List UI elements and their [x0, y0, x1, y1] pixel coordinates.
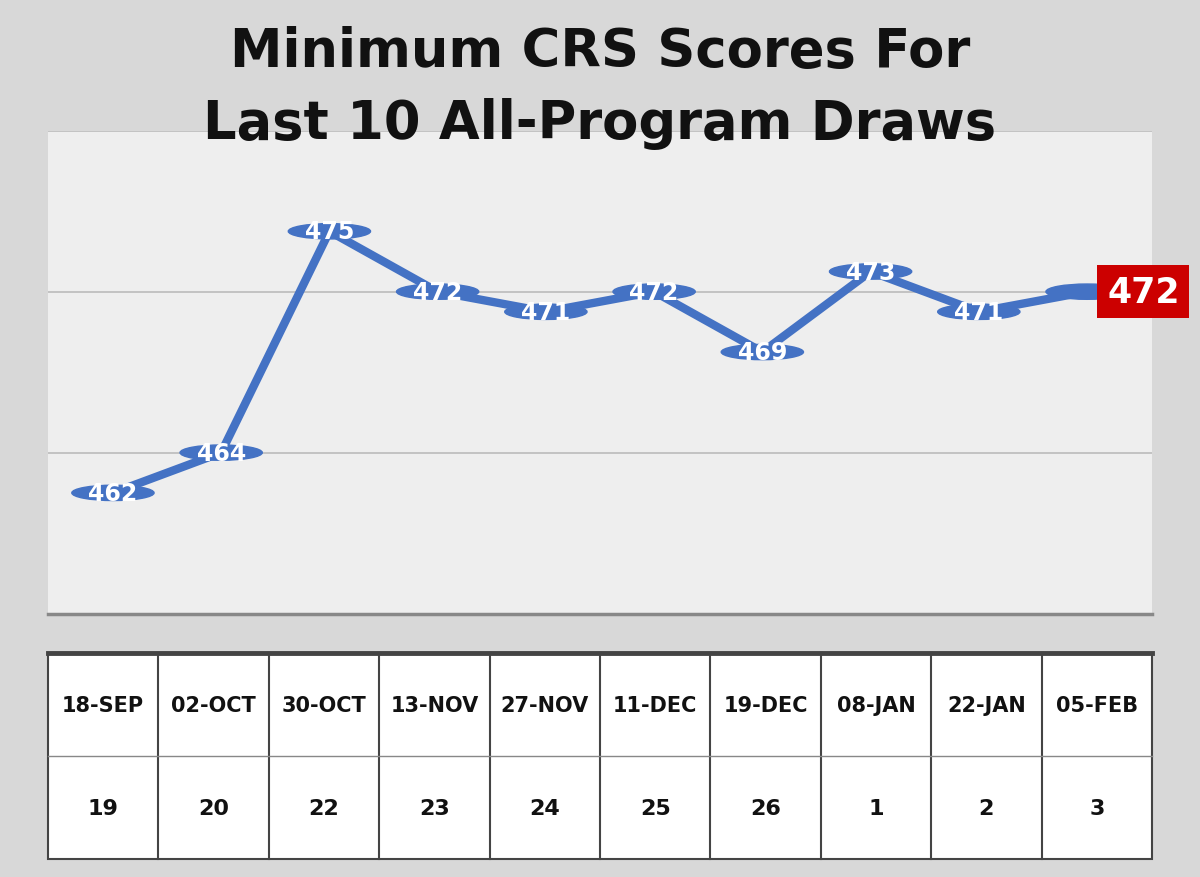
Text: 473: 473: [846, 260, 895, 284]
Text: 22: 22: [308, 798, 340, 818]
Circle shape: [613, 285, 695, 300]
Text: 08-JAN: 08-JAN: [836, 695, 916, 715]
Text: 22-JAN: 22-JAN: [947, 695, 1026, 715]
Text: 462: 462: [89, 481, 138, 505]
Circle shape: [505, 305, 587, 320]
Text: 11-DEC: 11-DEC: [613, 695, 697, 715]
Text: 02-OCT: 02-OCT: [172, 695, 256, 715]
Text: 464: 464: [197, 441, 246, 465]
Circle shape: [288, 225, 371, 239]
Text: 471: 471: [954, 301, 1003, 324]
Text: 475: 475: [305, 220, 354, 244]
Text: 3: 3: [1090, 798, 1104, 818]
Text: 19: 19: [88, 798, 119, 818]
Text: Minimum CRS Scores For
Last 10 All-Program Draws: Minimum CRS Scores For Last 10 All-Progr…: [204, 25, 996, 150]
Circle shape: [72, 486, 154, 501]
Text: 27-NOV: 27-NOV: [500, 695, 589, 715]
Text: 471: 471: [521, 301, 570, 324]
Circle shape: [829, 265, 912, 280]
Text: 472: 472: [413, 281, 462, 304]
Text: 20: 20: [198, 798, 229, 818]
Text: 469: 469: [738, 340, 787, 365]
Text: 472: 472: [630, 281, 679, 304]
Text: 1: 1: [869, 798, 883, 818]
Circle shape: [396, 285, 479, 300]
Text: 05-FEB: 05-FEB: [1056, 695, 1138, 715]
Text: 30-OCT: 30-OCT: [282, 695, 366, 715]
Text: 26: 26: [750, 798, 781, 818]
Text: 472: 472: [1108, 275, 1180, 310]
Text: 13-NOV: 13-NOV: [390, 695, 479, 715]
Text: 25: 25: [640, 798, 671, 818]
Text: 18-SEP: 18-SEP: [62, 695, 144, 715]
Circle shape: [721, 345, 804, 360]
Circle shape: [937, 305, 1020, 320]
Circle shape: [1046, 285, 1128, 300]
Text: 19-DEC: 19-DEC: [724, 695, 808, 715]
Circle shape: [180, 446, 263, 460]
Text: 2: 2: [979, 798, 994, 818]
Text: 24: 24: [529, 798, 560, 818]
Text: 23: 23: [419, 798, 450, 818]
